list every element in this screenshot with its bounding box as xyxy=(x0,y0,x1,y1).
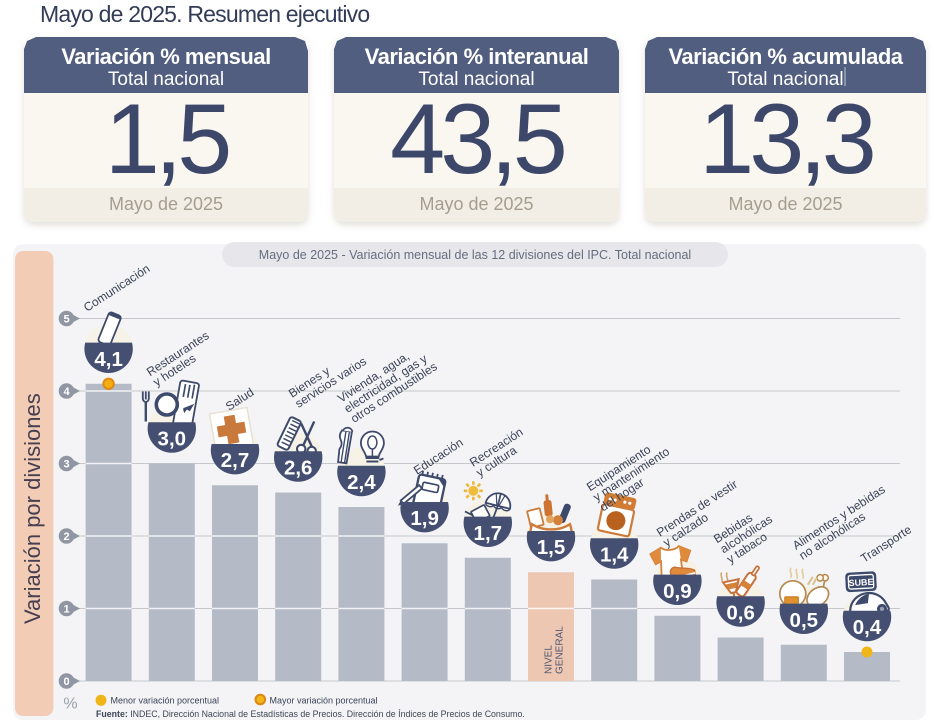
svg-text:0,9: 0,9 xyxy=(663,580,692,603)
svg-text:1,5: 1,5 xyxy=(537,536,566,559)
svg-text:3: 3 xyxy=(63,459,69,471)
svg-text:2: 2 xyxy=(63,531,69,543)
svg-text:1: 1 xyxy=(63,604,69,616)
svg-text:3,0: 3,0 xyxy=(158,428,187,451)
svg-text:0,6: 0,6 xyxy=(726,602,755,625)
svg-text:Menor variación porcentual: Menor variación porcentual xyxy=(111,696,220,706)
svg-text:2,4: 2,4 xyxy=(347,471,376,494)
svg-text:NIVELGENERAL: NIVELGENERAL xyxy=(544,626,566,674)
svg-text:4: 4 xyxy=(63,386,70,398)
svg-text:5: 5 xyxy=(63,314,69,326)
svg-text:Mayor variación porcentual: Mayor variación porcentual xyxy=(270,696,378,706)
svg-text:SUBE: SUBE xyxy=(848,577,874,588)
svg-text:1,9: 1,9 xyxy=(410,507,439,530)
svg-text:%: % xyxy=(63,696,77,713)
svg-text:0: 0 xyxy=(63,676,69,688)
svg-text:2,7: 2,7 xyxy=(221,449,250,472)
svg-text:Fuente: INDEC, Dirección Nacio: Fuente: INDEC, Dirección Nacional de Est… xyxy=(96,709,525,719)
svg-text:Variación por divisiones: Variación por divisiones xyxy=(20,393,45,624)
svg-text:Mayo de 2025 - Variación mensu: Mayo de 2025 - Variación mensual de las … xyxy=(259,248,691,262)
svg-text:1,7: 1,7 xyxy=(474,522,503,545)
svg-text:0,5: 0,5 xyxy=(790,609,819,632)
svg-text:0,4: 0,4 xyxy=(853,616,882,639)
svg-text:1,4: 1,4 xyxy=(600,544,629,567)
svg-text:2,6: 2,6 xyxy=(284,457,313,480)
svg-text:4,1: 4,1 xyxy=(94,348,123,371)
